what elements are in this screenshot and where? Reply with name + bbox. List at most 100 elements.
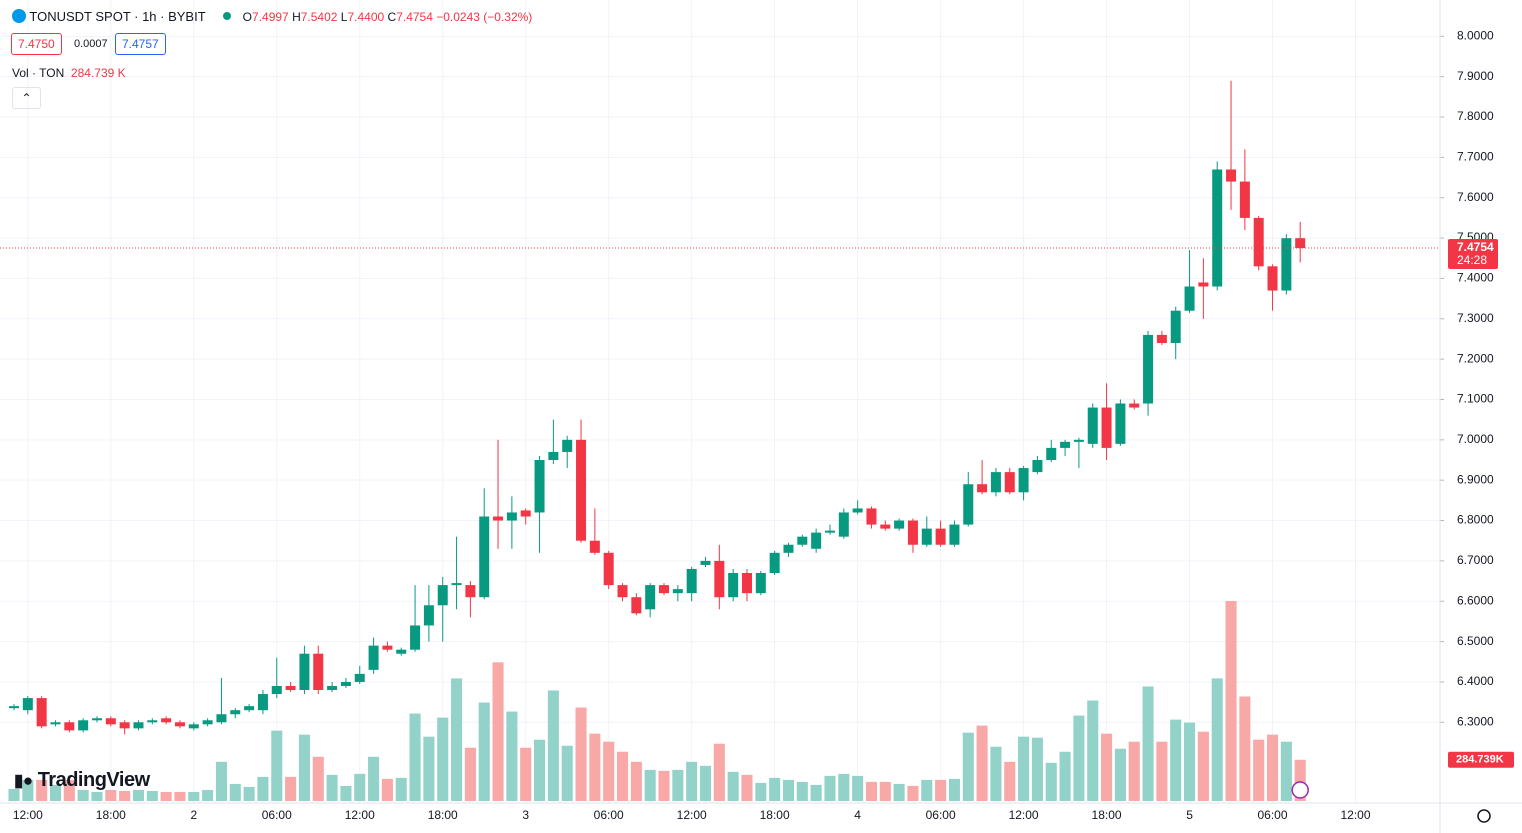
candle-body: [907, 520, 918, 545]
volume-bar: [160, 791, 172, 801]
candle-body: [437, 585, 448, 606]
volume-bar: [368, 756, 380, 801]
candle-body: [631, 597, 642, 614]
volume-bar: [229, 783, 241, 801]
candle-body: [797, 536, 808, 545]
candle-body: [36, 698, 47, 727]
candle-body: [1226, 169, 1237, 182]
logo-mark: ▮●: [14, 771, 33, 790]
ask[interactable]: 7.4757: [115, 33, 166, 55]
settings-icon[interactable]: [1477, 809, 1491, 823]
candle-body: [645, 585, 656, 610]
candle-body: [548, 451, 559, 461]
candle-body: [465, 585, 476, 598]
volume-legend: Vol · TON 284.739 K: [12, 66, 126, 80]
market-status: [223, 12, 232, 20]
volume-bar: [91, 791, 103, 801]
candle-body: [880, 524, 891, 529]
candle-body: [327, 685, 338, 691]
y-tick-label: 8.0000: [1457, 28, 1494, 42]
candle-body: [963, 484, 974, 525]
candle-body: [257, 694, 268, 711]
candle-body: [1184, 286, 1195, 311]
spread: 0.0007: [74, 38, 108, 50]
volume-bar: [1184, 722, 1196, 801]
x-tick-label: 3: [522, 808, 529, 822]
volume-bar: [796, 781, 808, 801]
volume-bar: [326, 774, 338, 801]
volume-bar: [520, 747, 532, 801]
candle-body: [1143, 334, 1154, 404]
volume-bar: [824, 775, 836, 801]
volume-bar: [589, 733, 601, 801]
volume-bar: [1018, 736, 1030, 801]
o-label: O: [242, 10, 253, 24]
y-tick-label: 7.8000: [1457, 109, 1494, 123]
logo: ▮● TradingView: [14, 769, 150, 792]
volume-bar: [699, 765, 712, 801]
volume-bar: [36, 779, 48, 801]
header: TONUSDT SPOT · 1h · BYBIT O7.4997 H7.540…: [12, 9, 532, 24]
candle-body: [410, 625, 421, 650]
h-label: H: [292, 10, 301, 24]
replay-icon[interactable]: [1291, 781, 1309, 799]
volume-bar: [1239, 696, 1251, 801]
candle-body: [617, 585, 628, 598]
volume-bar: [8, 788, 20, 801]
candle-body: [230, 710, 241, 715]
candle-body: [949, 524, 960, 545]
volume-value: 284.739 K: [70, 66, 126, 80]
candle-body: [423, 605, 434, 626]
candle-body: [396, 649, 407, 654]
x-tick-label: 06:00: [594, 808, 624, 822]
candle-body: [520, 510, 531, 517]
candle-body: [354, 673, 365, 682]
candle-body: [1156, 334, 1167, 343]
x-tick-label: 5: [1186, 808, 1193, 822]
volume-bar: [381, 778, 393, 801]
candle-body: [216, 714, 227, 723]
y-tick-label: 7.3000: [1457, 311, 1494, 325]
volume-bar: [1101, 733, 1113, 801]
volume-bar: [755, 782, 767, 801]
volume-bar: [105, 789, 117, 801]
x-tick-label: 06:00: [926, 808, 956, 822]
symbol[interactable]: TONUSDT SPOT · 1h · BYBIT: [29, 9, 206, 24]
y-tick-label: 6.3000: [1457, 714, 1494, 728]
volume-bar: [312, 756, 324, 801]
candle-body: [1198, 282, 1209, 287]
candle-body: [174, 722, 185, 727]
collapse-button[interactable]: ⌃: [12, 87, 41, 109]
c-value: 7.4754: [396, 10, 433, 24]
volume-bar: [409, 713, 421, 801]
volume-bar: [561, 745, 573, 801]
candle-body: [755, 572, 766, 594]
x-tick-label: 18:00: [1092, 808, 1122, 822]
candle-body: [824, 530, 835, 533]
volume-bar: [202, 789, 214, 801]
ohlc: O7.4997 H7.5402 L7.4400 C7.4754 −0.0243 …: [243, 10, 533, 24]
candle-body: [1281, 238, 1292, 291]
candle-body: [368, 645, 379, 670]
candle-body: [783, 544, 794, 553]
volume-bar: [727, 771, 739, 801]
candle-body: [576, 439, 587, 541]
candle-body: [313, 653, 324, 691]
bid[interactable]: 7.4750: [11, 33, 62, 55]
candle-body: [161, 718, 172, 723]
x-tick-label: 12:00: [677, 808, 707, 822]
volume-bar: [1114, 748, 1126, 801]
volume-bar: [146, 790, 158, 801]
candle-body: [91, 718, 102, 721]
candle-body: [105, 718, 116, 725]
o-value: 7.4997: [252, 10, 289, 24]
candle-body: [9, 706, 19, 709]
candle-body: [894, 520, 905, 529]
volume-bar: [174, 791, 186, 801]
volume-bar: [188, 791, 200, 801]
y-tick-label: 7.2000: [1457, 351, 1494, 365]
candle-body: [244, 706, 255, 711]
x-tick-label: 12:00: [1009, 808, 1039, 822]
candle-body: [202, 720, 213, 725]
